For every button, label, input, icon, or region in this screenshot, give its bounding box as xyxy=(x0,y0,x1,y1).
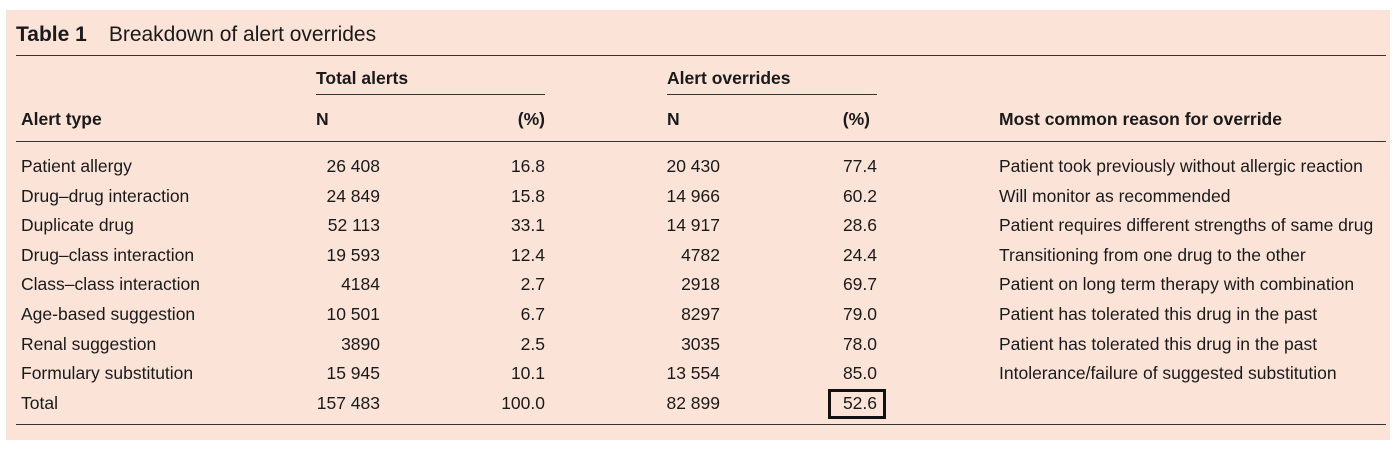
table-caption: Table 1 Breakdown of alert overrides xyxy=(16,23,376,47)
cell-reason: Patient requires different strengths of … xyxy=(999,215,1374,235)
cell-total-pct: 16.8 xyxy=(510,156,545,176)
highlight-box xyxy=(828,389,886,419)
group-header-total-alerts: Total alerts xyxy=(316,68,409,88)
cell-total-n: 19 593 xyxy=(326,245,380,265)
header-rule xyxy=(16,141,1386,142)
column-header-override-n: N xyxy=(667,109,680,129)
cell-total-pct: 2.7 xyxy=(520,274,545,294)
column-header-total-pct: (%) xyxy=(517,109,545,129)
cell-reason: Patient on long term therapy with combin… xyxy=(999,274,1355,294)
table-title: Breakdown of alert overrides xyxy=(108,23,377,46)
column-header-override-pct: (%) xyxy=(842,109,870,129)
cell-override-pct: 85.0 xyxy=(842,363,877,383)
cell-override-n: 14 966 xyxy=(666,186,720,206)
cell-override-pct: 78.0 xyxy=(842,334,877,354)
cell-alert-type: Total xyxy=(21,393,58,413)
cell-override-n: 8297 xyxy=(681,304,720,324)
cell-total-pct: 15.8 xyxy=(510,186,545,206)
cell-alert-type: Age-based suggestion xyxy=(21,304,196,324)
cell-override-pct: 77.4 xyxy=(842,156,877,176)
column-header-total-n: N xyxy=(316,109,329,129)
table-label: Table 1 xyxy=(16,23,87,46)
cell-total-n: 15 945 xyxy=(326,363,380,383)
cell-override-pct: 52.6 xyxy=(842,393,877,413)
cell-override-n: 4782 xyxy=(681,245,720,265)
cell-total-n: 10 501 xyxy=(326,304,380,324)
cell-alert-type: Duplicate drug xyxy=(21,215,134,235)
cell-alert-type: Drug–drug interaction xyxy=(21,186,190,206)
cell-override-pct: 79.0 xyxy=(842,304,877,324)
cell-total-pct: 2.5 xyxy=(520,334,545,354)
cell-override-pct: 69.7 xyxy=(842,274,877,294)
top-rule xyxy=(16,55,1386,56)
cell-alert-type: Renal suggestion xyxy=(21,334,157,354)
cell-override-n: 2918 xyxy=(681,274,720,294)
cell-reason: Patient has tolerated this drug in the p… xyxy=(999,334,1318,354)
column-header-alert-type: Alert type xyxy=(21,109,102,129)
cell-total-n: 52 113 xyxy=(327,215,380,235)
group-header-alert-overrides: Alert overrides xyxy=(667,68,791,88)
cell-alert-type: Drug–class interaction xyxy=(21,245,195,265)
cell-reason: Transitioning from one drug to the other xyxy=(999,245,1306,265)
cell-override-pct: 24.4 xyxy=(842,245,877,265)
cell-override-n: 20 430 xyxy=(666,156,720,176)
column-header-reason: Most common reason for override xyxy=(999,109,1282,129)
cell-total-n: 24 849 xyxy=(326,186,380,206)
cell-reason: Will monitor as recommended xyxy=(999,186,1231,206)
cell-override-n: 14 917 xyxy=(666,215,720,235)
group-rule-total-alerts xyxy=(316,94,545,95)
cell-reason: Patient took previously without allergic… xyxy=(999,156,1363,176)
cell-override-n: 3035 xyxy=(681,334,720,354)
cell-reason: Intolerance/failure of suggested substit… xyxy=(999,363,1337,383)
cell-total-pct: 6.7 xyxy=(520,304,545,324)
cell-alert-type: Patient allergy xyxy=(21,156,132,176)
table-panel xyxy=(6,10,1390,440)
cell-total-pct: 100.0 xyxy=(501,393,545,413)
cell-override-pct: 60.2 xyxy=(842,186,877,206)
cell-override-pct: 28.6 xyxy=(842,215,877,235)
cell-total-n: 4184 xyxy=(341,274,380,294)
cell-total-n: 157 483 xyxy=(316,393,380,413)
cell-reason: Patient has tolerated this drug in the p… xyxy=(999,304,1318,324)
bottom-rule xyxy=(16,424,1386,425)
group-rule-alert-overrides xyxy=(667,94,877,95)
cell-total-pct: 12.4 xyxy=(510,245,545,265)
cell-override-n: 82 899 xyxy=(666,393,720,413)
cell-total-pct: 10.1 xyxy=(510,363,545,383)
cell-alert-type: Class–class interaction xyxy=(21,274,200,294)
cell-total-pct: 33.1 xyxy=(510,215,545,235)
cell-alert-type: Formulary substitution xyxy=(21,363,194,383)
cell-total-n: 3890 xyxy=(341,334,380,354)
cell-total-n: 26 408 xyxy=(326,156,380,176)
cell-override-n: 13 554 xyxy=(666,363,720,383)
